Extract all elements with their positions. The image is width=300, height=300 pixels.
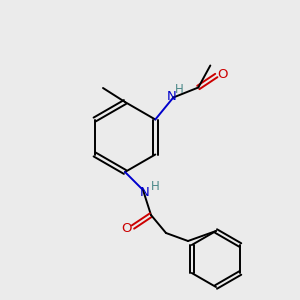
Text: N: N [140,185,150,199]
Text: H: H [151,179,159,193]
Text: H: H [175,83,184,96]
Text: O: O [217,68,228,81]
Text: O: O [121,221,131,235]
Text: N: N [167,90,176,103]
